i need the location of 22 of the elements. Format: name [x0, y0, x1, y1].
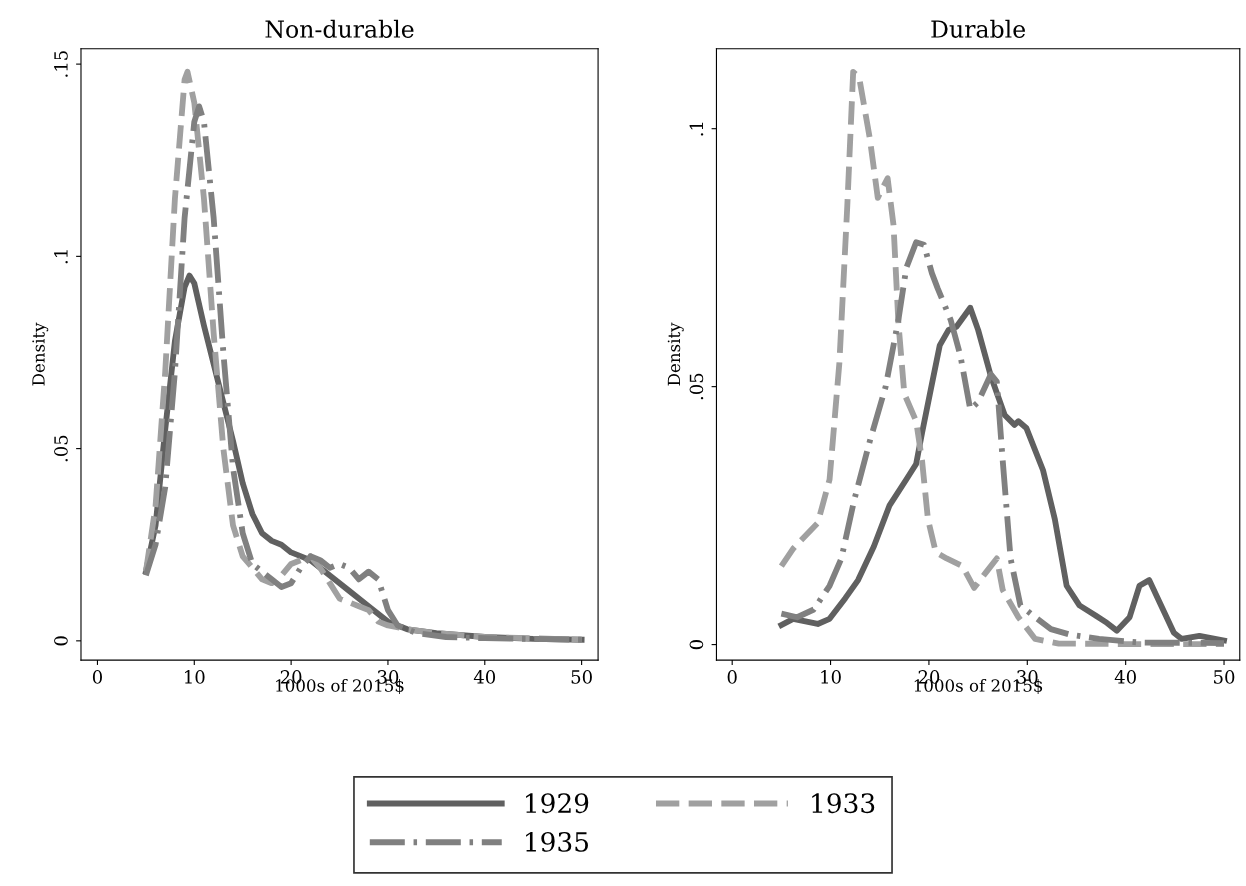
x-tick-label: 0	[92, 670, 102, 684]
legend-label: 1929	[526, 793, 589, 814]
chart-title: Non-durable	[265, 19, 414, 38]
x-tick-label: 0	[727, 670, 737, 684]
x-tick-label: 50	[1214, 670, 1235, 684]
legend-label: 1935	[526, 831, 588, 852]
y-tick-label: .05	[689, 373, 704, 400]
y-axis-title: Density	[32, 322, 49, 386]
chart-title: Durable	[931, 19, 1025, 38]
x-tick-label: 10	[821, 670, 841, 684]
x-tick-label: 50	[571, 670, 592, 684]
x-tick-label: 40	[1114, 670, 1136, 684]
x-tick-label: 10	[185, 670, 205, 684]
y-tick-label: .1	[689, 122, 704, 136]
y-tick-label: .1	[54, 250, 68, 264]
x-tick-label: 40	[473, 670, 496, 684]
y-tick-label: .05	[54, 435, 68, 462]
legend-label: 1933	[812, 793, 875, 814]
y-tick-label: 0	[54, 636, 68, 646]
y-tick-label: .15	[54, 51, 68, 77]
y-axis-title: Density	[667, 322, 684, 386]
y-tick-label: 0	[689, 640, 704, 650]
